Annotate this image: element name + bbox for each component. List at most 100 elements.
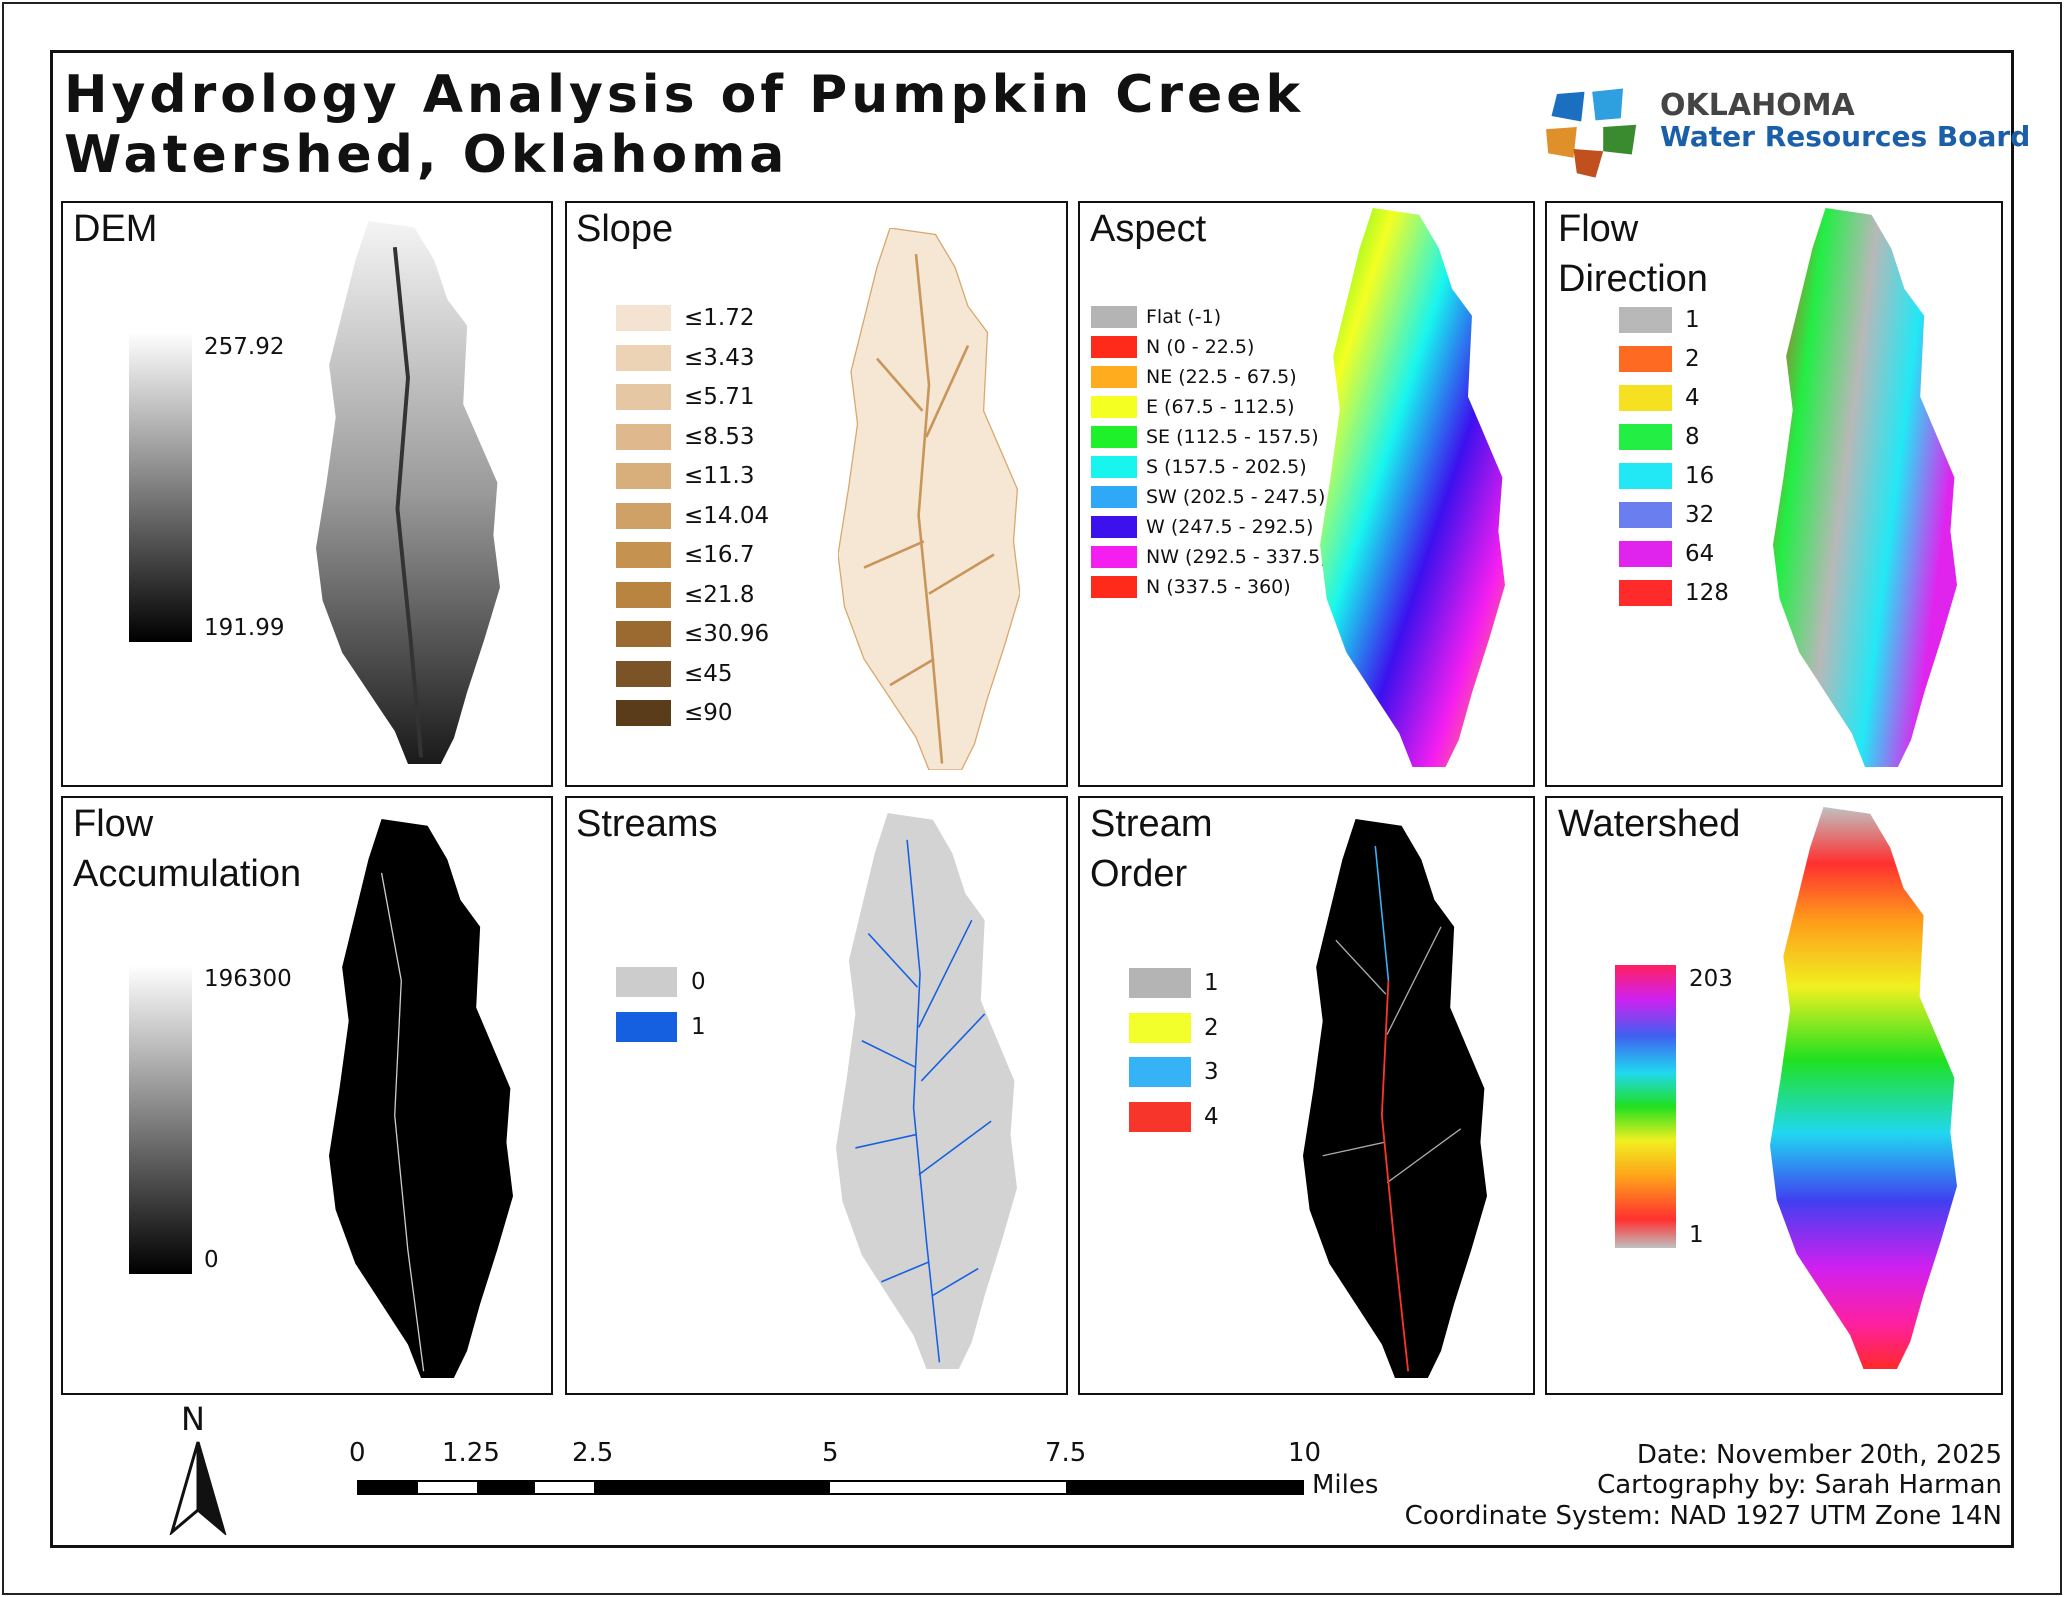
aspect-legend-swatch <box>1091 306 1137 328</box>
flow-direction-map <box>1773 208 1957 767</box>
aspect-legend-label: E (67.5 - 112.5) <box>1146 396 1295 418</box>
slope-legend-label: ≤30.96 <box>684 621 770 647</box>
slope-legend-label: ≤3.43 <box>684 344 755 371</box>
aspect-legend-label: N (0 - 22.5) <box>1146 336 1255 358</box>
flow-direction-legend-label: 128 <box>1685 580 1729 606</box>
stream-order-map <box>1303 819 1487 1378</box>
slope-legend-swatch <box>616 621 671 647</box>
flow-direction-legend-label: 1 <box>1685 307 1700 333</box>
scale-bar <box>357 1480 1304 1495</box>
streams-legend-swatch <box>616 1012 677 1042</box>
north-arrow-label: N <box>181 1400 205 1438</box>
flow-direction-legend-swatch <box>1619 541 1672 567</box>
flow-accumulation-legend-min: 0 <box>204 1247 219 1273</box>
streams-legend-swatch <box>616 967 677 997</box>
slope-legend-swatch <box>616 660 671 687</box>
slope-legend-label: ≤90 <box>684 700 733 726</box>
stream-order-legend-label: 1 <box>1204 970 1219 996</box>
flow-direction-legend-swatch <box>1619 424 1672 450</box>
stream-order-title-line2: Order <box>1090 853 1188 895</box>
stream-order-legend-swatch <box>1129 1101 1191 1132</box>
north-arrow-icon <box>169 1441 227 1535</box>
dem-title: DEM <box>73 208 158 250</box>
scale-tick-1: 1.25 <box>442 1438 500 1468</box>
flow-direction-legend-label: 64 <box>1685 541 1715 567</box>
flow-direction-legend-swatch <box>1619 385 1672 411</box>
slope-legend-swatch <box>616 305 671 331</box>
flow-accumulation-legend-max: 196300 <box>204 966 292 992</box>
slope-legend-swatch <box>616 423 671 450</box>
scale-tick-4: 7.5 <box>1045 1438 1087 1468</box>
streams-title: Streams <box>576 803 718 845</box>
flow-accumulation-title-line1: Flow <box>73 803 154 845</box>
slope-legend-label: ≤45 <box>684 660 733 687</box>
flow-direction-legend-swatch <box>1619 307 1672 333</box>
aspect-legend-swatch <box>1091 576 1137 598</box>
streams-legend-label: 1 <box>691 1014 706 1040</box>
aspect-legend-swatch <box>1091 336 1137 358</box>
aspect-legend-swatch <box>1091 366 1137 388</box>
slope-legend-swatch <box>616 463 671 489</box>
stream-order-title-line1: Stream <box>1090 803 1213 845</box>
watershed-title: Watershed <box>1558 803 1741 845</box>
aspect-legend-swatch <box>1091 486 1137 508</box>
flow-accumulation-legend-ramp <box>129 965 192 1274</box>
dem-legend-min: 191.99 <box>204 615 285 641</box>
slope-legend-label: ≤1.72 <box>684 305 755 331</box>
watershed-legend-min: 1 <box>1689 1222 1704 1248</box>
flow-direction-legend-label: 16 <box>1685 463 1715 489</box>
watershed-map <box>1770 807 1957 1369</box>
watershed-legend-ramp <box>1615 965 1676 1248</box>
slope-legend-label: ≤5.71 <box>684 384 755 410</box>
flow-direction-legend-label: 4 <box>1685 385 1700 411</box>
stream-order-legend-label: 3 <box>1204 1059 1219 1085</box>
slope-legend-swatch <box>616 344 671 371</box>
slope-legend-label: ≤14.04 <box>684 502 770 529</box>
slope-legend-label: ≤8.53 <box>684 423 755 450</box>
map-frame <box>50 50 2014 1548</box>
dem-legend-ramp <box>129 332 192 642</box>
aspect-legend-label: NW (292.5 - 337.5) <box>1146 546 1328 568</box>
stream-order-legend-label: 4 <box>1204 1103 1219 1130</box>
aspect-legend-label: SE (112.5 - 157.5) <box>1146 426 1319 448</box>
flow-direction-legend-swatch <box>1619 502 1672 528</box>
aspect-legend-swatch <box>1091 396 1137 418</box>
scale-tick-2: 2.5 <box>572 1438 614 1468</box>
flow-accumulation-title-line2: Accumulation <box>73 853 302 895</box>
credits-author: Cartography by: Sarah Harman <box>1597 1470 2002 1500</box>
credits-date: Date: November 20th, 2025 <box>1636 1440 2002 1470</box>
aspect-legend-label: S (157.5 - 202.5) <box>1146 456 1307 478</box>
slope-legend-swatch <box>616 581 671 608</box>
scale-tick-0: 0 <box>349 1438 366 1468</box>
aspect-legend-label: N (337.5 - 360) <box>1146 576 1291 598</box>
map-title-line2: Watershed, Oklahoma <box>64 125 789 185</box>
dem-legend-max: 257.92 <box>204 334 285 360</box>
logo-text-oklahoma: OKLAHOMA <box>1660 88 1855 123</box>
slope-legend-swatch <box>616 542 671 568</box>
stream-order-legend-swatch <box>1129 1057 1191 1087</box>
flow-direction-legend-swatch <box>1619 463 1672 489</box>
flow-accumulation-map <box>329 819 513 1378</box>
slope-title: Slope <box>576 208 674 250</box>
map-title-line1: Hydrology Analysis of Pumpkin Creek <box>64 65 1305 125</box>
streams-legend-label: 0 <box>691 969 706 995</box>
credits-crs: Coordinate System: NAD 1927 UTM Zone 14N <box>1404 1501 2002 1531</box>
streams-map <box>836 813 1017 1369</box>
slope-legend-label: ≤11.3 <box>684 463 755 489</box>
aspect-map <box>1320 208 1505 767</box>
slope-legend-swatch <box>616 502 671 529</box>
slope-legend-label: ≤21.8 <box>684 581 755 608</box>
flow-direction-legend-swatch <box>1619 346 1672 372</box>
stream-order-legend-label: 2 <box>1204 1014 1219 1041</box>
slope-legend-swatch <box>616 700 671 726</box>
dem-map <box>316 221 500 764</box>
logo-text-owrb: Water Resources Board <box>1660 120 2031 153</box>
aspect-legend-label: NE (22.5 - 67.5) <box>1146 366 1297 388</box>
owrb-logo-star-icon <box>1535 72 1645 182</box>
aspect-legend-label: W (247.5 - 292.5) <box>1146 516 1314 538</box>
flow-direction-legend-label: 32 <box>1685 502 1715 528</box>
flow-direction-title-line1: Flow <box>1558 208 1639 250</box>
aspect-title: Aspect <box>1090 208 1207 250</box>
flow-direction-legend-label: 8 <box>1685 424 1700 450</box>
